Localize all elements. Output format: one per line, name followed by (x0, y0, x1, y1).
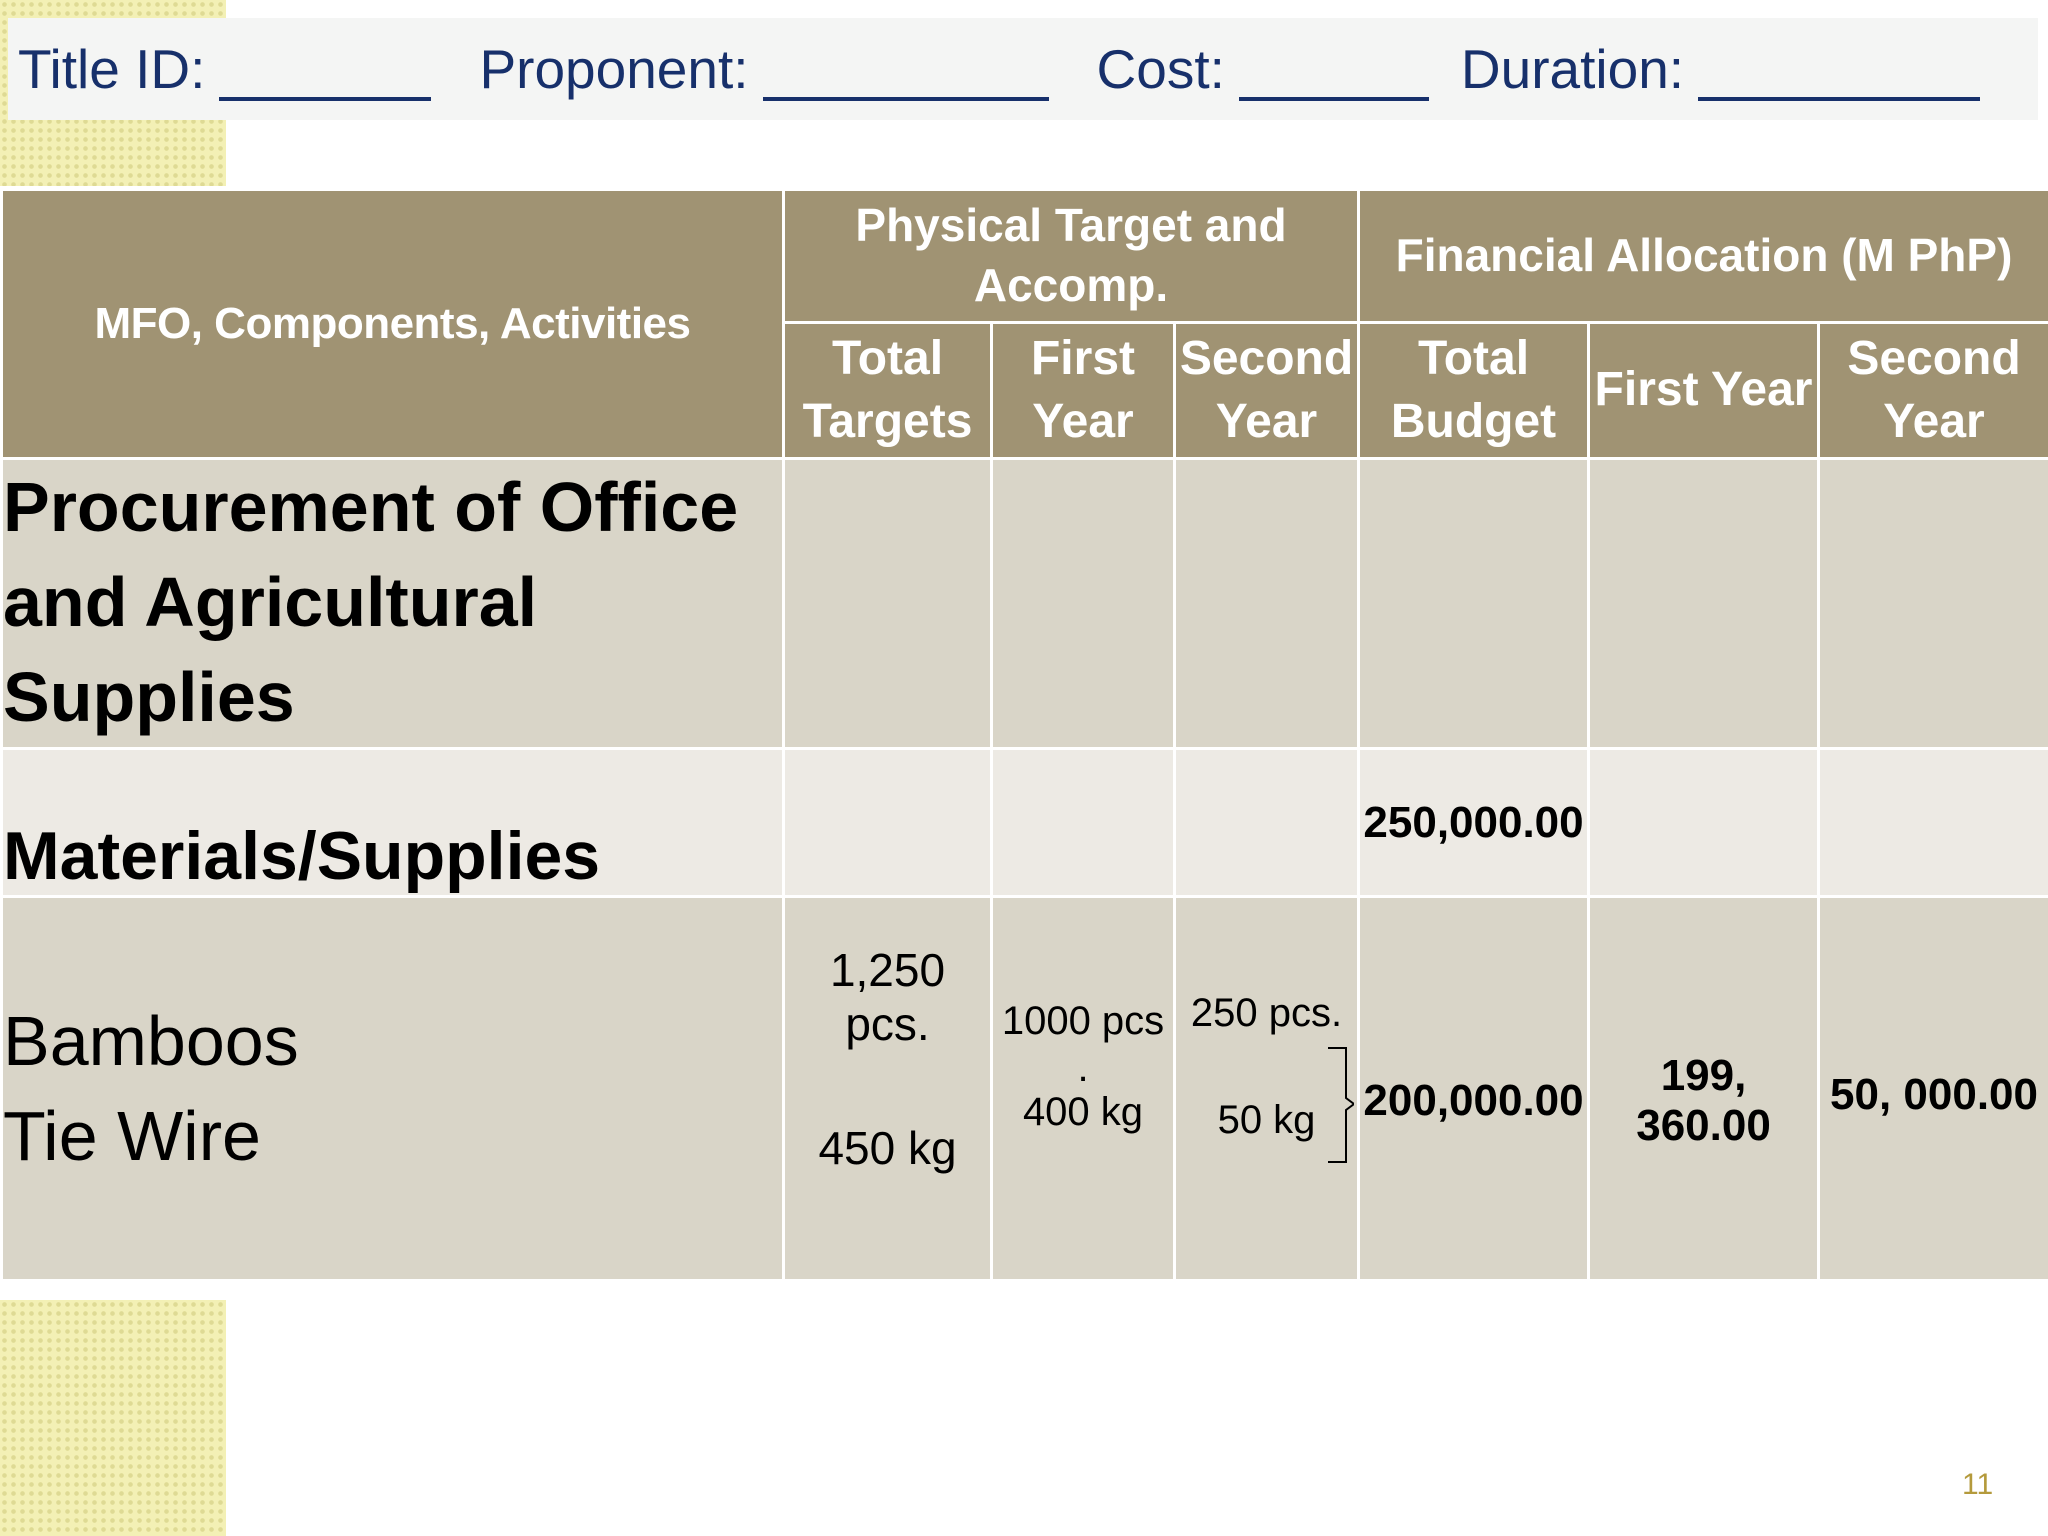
table-cell (990, 747, 1176, 898)
page-number: 11 (1962, 1468, 1994, 1501)
table-cell (990, 457, 1176, 750)
header-total-budget: Total Budget (1357, 321, 1591, 460)
table-cell (782, 747, 993, 898)
cost-field: Cost: (1097, 37, 1429, 101)
table-row-materials: Materials/Supplies 250,000.00 (0, 747, 2048, 898)
table-cell (1817, 457, 2048, 750)
header-mfo: MFO, Components, Activities (0, 188, 785, 460)
header-second-year-physical: Second Year (1172, 321, 1361, 460)
materials-total-budget: 250,000.00 (1357, 747, 1591, 898)
table-cell (1172, 747, 1361, 898)
title-id-label: Title ID: (18, 38, 206, 100)
cost-blank (1238, 49, 1429, 101)
title-id-field: Title ID: (18, 37, 432, 101)
header-first-year-physical: First Year (990, 321, 1176, 460)
table-cell (1587, 457, 1821, 750)
proponent-label: Proponent: (479, 38, 749, 100)
items-total-budget: 200,000.00 (1357, 895, 1591, 1282)
proponent-field: Proponent: (479, 37, 1049, 101)
cost-label: Cost: (1096, 38, 1225, 100)
items-label-cell: Bamboos Tie Wire (0, 895, 785, 1282)
items-total-targets: 1,250 pcs. 450 kg (782, 895, 993, 1282)
proponent-blank (762, 49, 1049, 101)
items-first-year-budget: 199, 360.00 (1587, 895, 1821, 1282)
duration-blank (1698, 49, 1981, 101)
budget-table: MFO, Components, Activities Physical Tar… (0, 188, 2048, 1282)
item-label-tie-wire: Tie Wire (3, 1096, 261, 1175)
second-year-tie-wire: 50 kg (1217, 1097, 1316, 1142)
items-second-year: 250 pcs. 50 kg (1172, 895, 1361, 1282)
header-second-year-financial: Second Year (1817, 321, 2048, 460)
items-second-year-budget: 50, 000.00 (1817, 895, 2048, 1282)
table-row-items: Bamboos Tie Wire 1,250 pcs. 450 kg 1000 … (0, 895, 2048, 1282)
table-cell (1357, 457, 1591, 750)
decorative-texture-bottom (0, 1300, 226, 1536)
header-total-targets: Total Targets (782, 321, 993, 460)
table-cell (782, 457, 993, 750)
total-targets-bamboos: 1,250 pcs. (829, 943, 946, 1050)
header-row-sub: Total Targets First Year Second Year Tot… (2, 321, 2048, 460)
duration-label: Duration: (1460, 38, 1685, 100)
title-id-blank (219, 49, 432, 101)
header-physical-target: Physical Target and Accomp. (781, 188, 1361, 324)
header-financial-allocation: Financial Allocation (M PhP) (1357, 188, 2048, 324)
second-year-bamboos: 250 pcs. (1190, 990, 1343, 1035)
brace-bracket (1328, 1047, 1354, 1163)
title-bar: Title ID: Proponent: Cost: Duration: (8, 18, 2038, 120)
first-year-dot: . (1077, 1045, 1089, 1090)
table-row-procurement: Procurement of Office and Agricultural S… (0, 457, 2048, 750)
header-first-year-financial: First Year (1587, 321, 1821, 460)
duration-field: Duration: (1460, 37, 1981, 101)
table-cell (1172, 457, 1361, 750)
items-first-year: 1000 pcs . 400 kg (990, 895, 1176, 1282)
item-label-bamboos: Bamboos (3, 1002, 299, 1080)
first-year-tie-wire: 400 kg (1022, 1089, 1144, 1134)
table-cell (1817, 747, 2048, 898)
procurement-label: Procurement of Office and Agricultural S… (0, 457, 785, 750)
header-row-groups: MFO, Components, Activities Physical Tar… (0, 188, 2048, 460)
total-targets-tie-wire: 450 kg (818, 1121, 957, 1174)
table-cell (1587, 747, 1821, 898)
materials-label: Materials/Supplies (0, 747, 785, 898)
first-year-bamboos: 1000 pcs (1001, 998, 1165, 1043)
